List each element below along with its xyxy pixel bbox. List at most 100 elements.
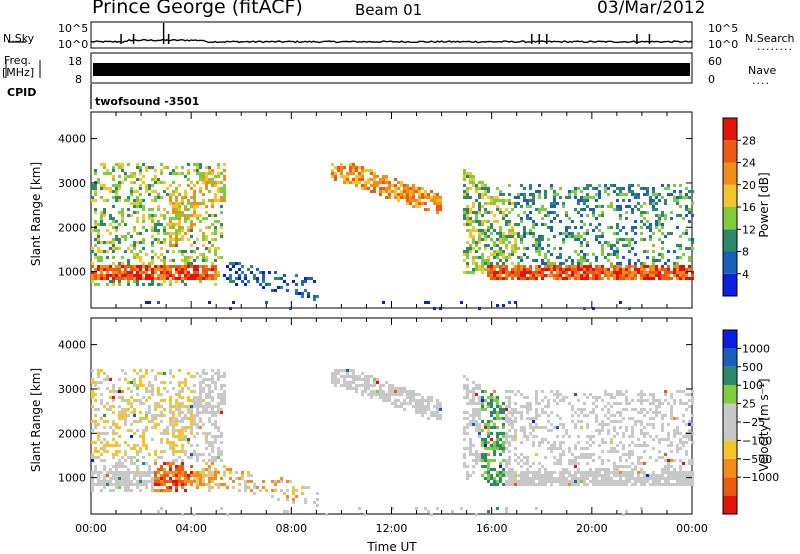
heatmap-cell (124, 417, 127, 420)
heatmap-cell (256, 280, 259, 283)
heatmap-cell (622, 274, 625, 277)
heatmap-cell (517, 196, 520, 199)
heatmap-cell (103, 477, 106, 480)
heatmap-cell (190, 432, 193, 435)
heatmap-cell (559, 480, 562, 483)
heatmap-cell (160, 465, 163, 468)
heatmap-cell (397, 187, 400, 190)
heatmap-cell (640, 420, 643, 423)
heatmap-cell (640, 483, 643, 486)
heatmap-cell (559, 471, 562, 474)
heatmap-cell (214, 459, 217, 462)
heatmap-cell (463, 432, 466, 435)
heatmap-cell (364, 375, 367, 378)
heatmap-cell (220, 211, 223, 214)
heatmap-cell (670, 408, 673, 411)
heatmap-cell (418, 402, 421, 405)
heatmap-cell (616, 465, 619, 468)
heatmap-cell (109, 190, 112, 193)
heatmap-cell (607, 193, 610, 196)
heatmap-cell (544, 411, 547, 414)
heatmap-cell (211, 390, 214, 393)
heatmap-cell (187, 172, 190, 175)
heatmap-cell (655, 259, 658, 262)
heatmap-cell (481, 262, 484, 265)
heatmap-cell (523, 405, 526, 408)
heatmap-cell (196, 399, 199, 402)
heatmap-cell (571, 405, 574, 408)
heatmap-cell (466, 393, 469, 396)
y-tick-label: 3000 (58, 177, 86, 190)
heatmap-cell (535, 238, 538, 241)
heatmap-cell (541, 268, 544, 271)
heatmap-cell (640, 432, 643, 435)
heatmap-cell (127, 402, 130, 405)
heatmap-cell (583, 402, 586, 405)
heatmap-cell (175, 229, 178, 232)
heatmap-cell (169, 441, 172, 444)
heatmap-cell (478, 205, 481, 208)
heatmap-cell (232, 480, 235, 483)
heatmap-cell (640, 271, 643, 274)
heatmap-cell (466, 402, 469, 405)
heatmap-cell (169, 399, 172, 402)
heatmap-cell (484, 456, 487, 459)
heatmap-cell (163, 471, 166, 474)
heatmap-cell (571, 483, 574, 486)
heatmap-cell (280, 480, 283, 483)
heatmap-cell (646, 474, 649, 477)
heatmap-cell (106, 283, 109, 286)
heatmap-cell (538, 247, 541, 250)
heatmap-cell (337, 381, 340, 384)
heatmap-cell (556, 459, 559, 462)
heatmap-cell (592, 211, 595, 214)
heatmap-cell (583, 477, 586, 480)
heatmap-cell (127, 283, 130, 286)
heatmap-cell (106, 169, 109, 172)
heatmap-cell (241, 474, 244, 477)
heatmap-cell (169, 271, 172, 274)
heatmap-cell (196, 480, 199, 483)
heatmap-cell (679, 390, 682, 393)
heatmap-cell (184, 417, 187, 420)
heatmap-cell (424, 399, 427, 402)
heatmap-cell (286, 510, 289, 513)
heatmap-cell (598, 423, 601, 426)
heatmap-cell (190, 181, 193, 184)
heatmap-cell (196, 238, 199, 241)
heatmap-cell (175, 244, 178, 247)
heatmap-cell (463, 250, 466, 253)
heatmap-cell (181, 280, 184, 283)
heatmap-cell (220, 232, 223, 235)
heatmap-cell (439, 405, 442, 408)
heatmap-cell (157, 181, 160, 184)
heatmap-cell (640, 477, 643, 480)
heatmap-cell (193, 241, 196, 244)
heatmap-cell (253, 483, 256, 486)
heatmap-cell (175, 232, 178, 235)
heatmap-cell (649, 238, 652, 241)
heatmap-cell (553, 202, 556, 205)
heatmap-cell (505, 438, 508, 441)
heatmap-cell (121, 277, 124, 280)
heatmap-cell (118, 211, 121, 214)
heatmap-cell (406, 184, 409, 187)
heatmap-cell (478, 414, 481, 417)
heatmap-cell (127, 429, 130, 432)
freq-left-tick-bottom: 8 (75, 73, 82, 86)
heatmap-cell (196, 483, 199, 486)
heatmap-cell (211, 471, 214, 474)
heatmap-cell (148, 187, 151, 190)
heatmap-cell (643, 277, 646, 280)
heatmap-cell (214, 381, 217, 384)
heatmap-cell (601, 399, 604, 402)
heatmap-cell (100, 196, 103, 199)
heatmap-cell (679, 468, 682, 471)
heatmap-cell (169, 489, 172, 492)
heatmap-cell (139, 205, 142, 208)
heatmap-cell (580, 262, 583, 265)
heatmap-cell (250, 271, 253, 274)
heatmap-cell (172, 480, 175, 483)
heatmap-cell (655, 483, 658, 486)
heatmap-cell (181, 483, 184, 486)
